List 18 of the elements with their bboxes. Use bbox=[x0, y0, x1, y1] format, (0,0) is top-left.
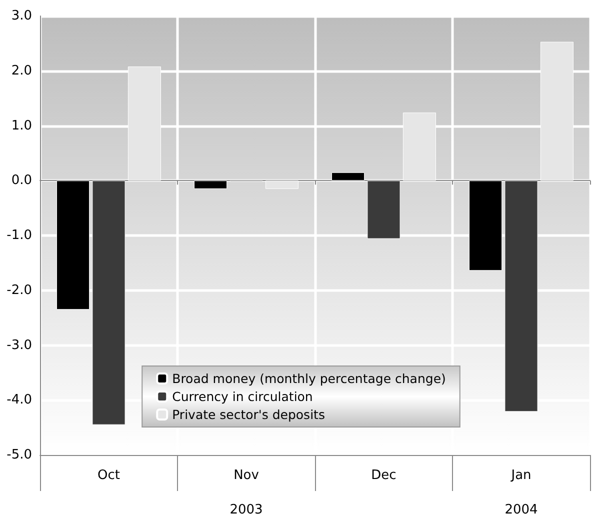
y-tick-label: 3.0 bbox=[11, 8, 32, 24]
y-tick-label: -3.0 bbox=[6, 338, 32, 353]
y-tick-label: 0.0 bbox=[11, 173, 32, 188]
x-tick-label: Oct bbox=[98, 468, 120, 483]
x-tick-label: Jan bbox=[510, 468, 532, 483]
legend-label: Currency in circulation bbox=[172, 389, 313, 404]
x-tick-label: Dec bbox=[371, 468, 396, 483]
y-tick-label: 2.0 bbox=[11, 63, 32, 78]
y-tick-label: 1.0 bbox=[11, 118, 32, 134]
y-tick-label: -1.0 bbox=[6, 228, 32, 243]
text: 2003 bbox=[230, 502, 263, 518]
y-tick-label: -5.0 bbox=[6, 448, 32, 462]
x-tick-label: Nov bbox=[234, 468, 260, 483]
y-tick-label: -4.0 bbox=[6, 392, 32, 408]
legend-label: Private sector's deposits bbox=[172, 407, 325, 422]
y-tick-label: -2.0 bbox=[6, 282, 32, 298]
text: 2004 bbox=[504, 502, 538, 518]
legend-label: Broad money (monthly percentage change) bbox=[172, 371, 446, 386]
